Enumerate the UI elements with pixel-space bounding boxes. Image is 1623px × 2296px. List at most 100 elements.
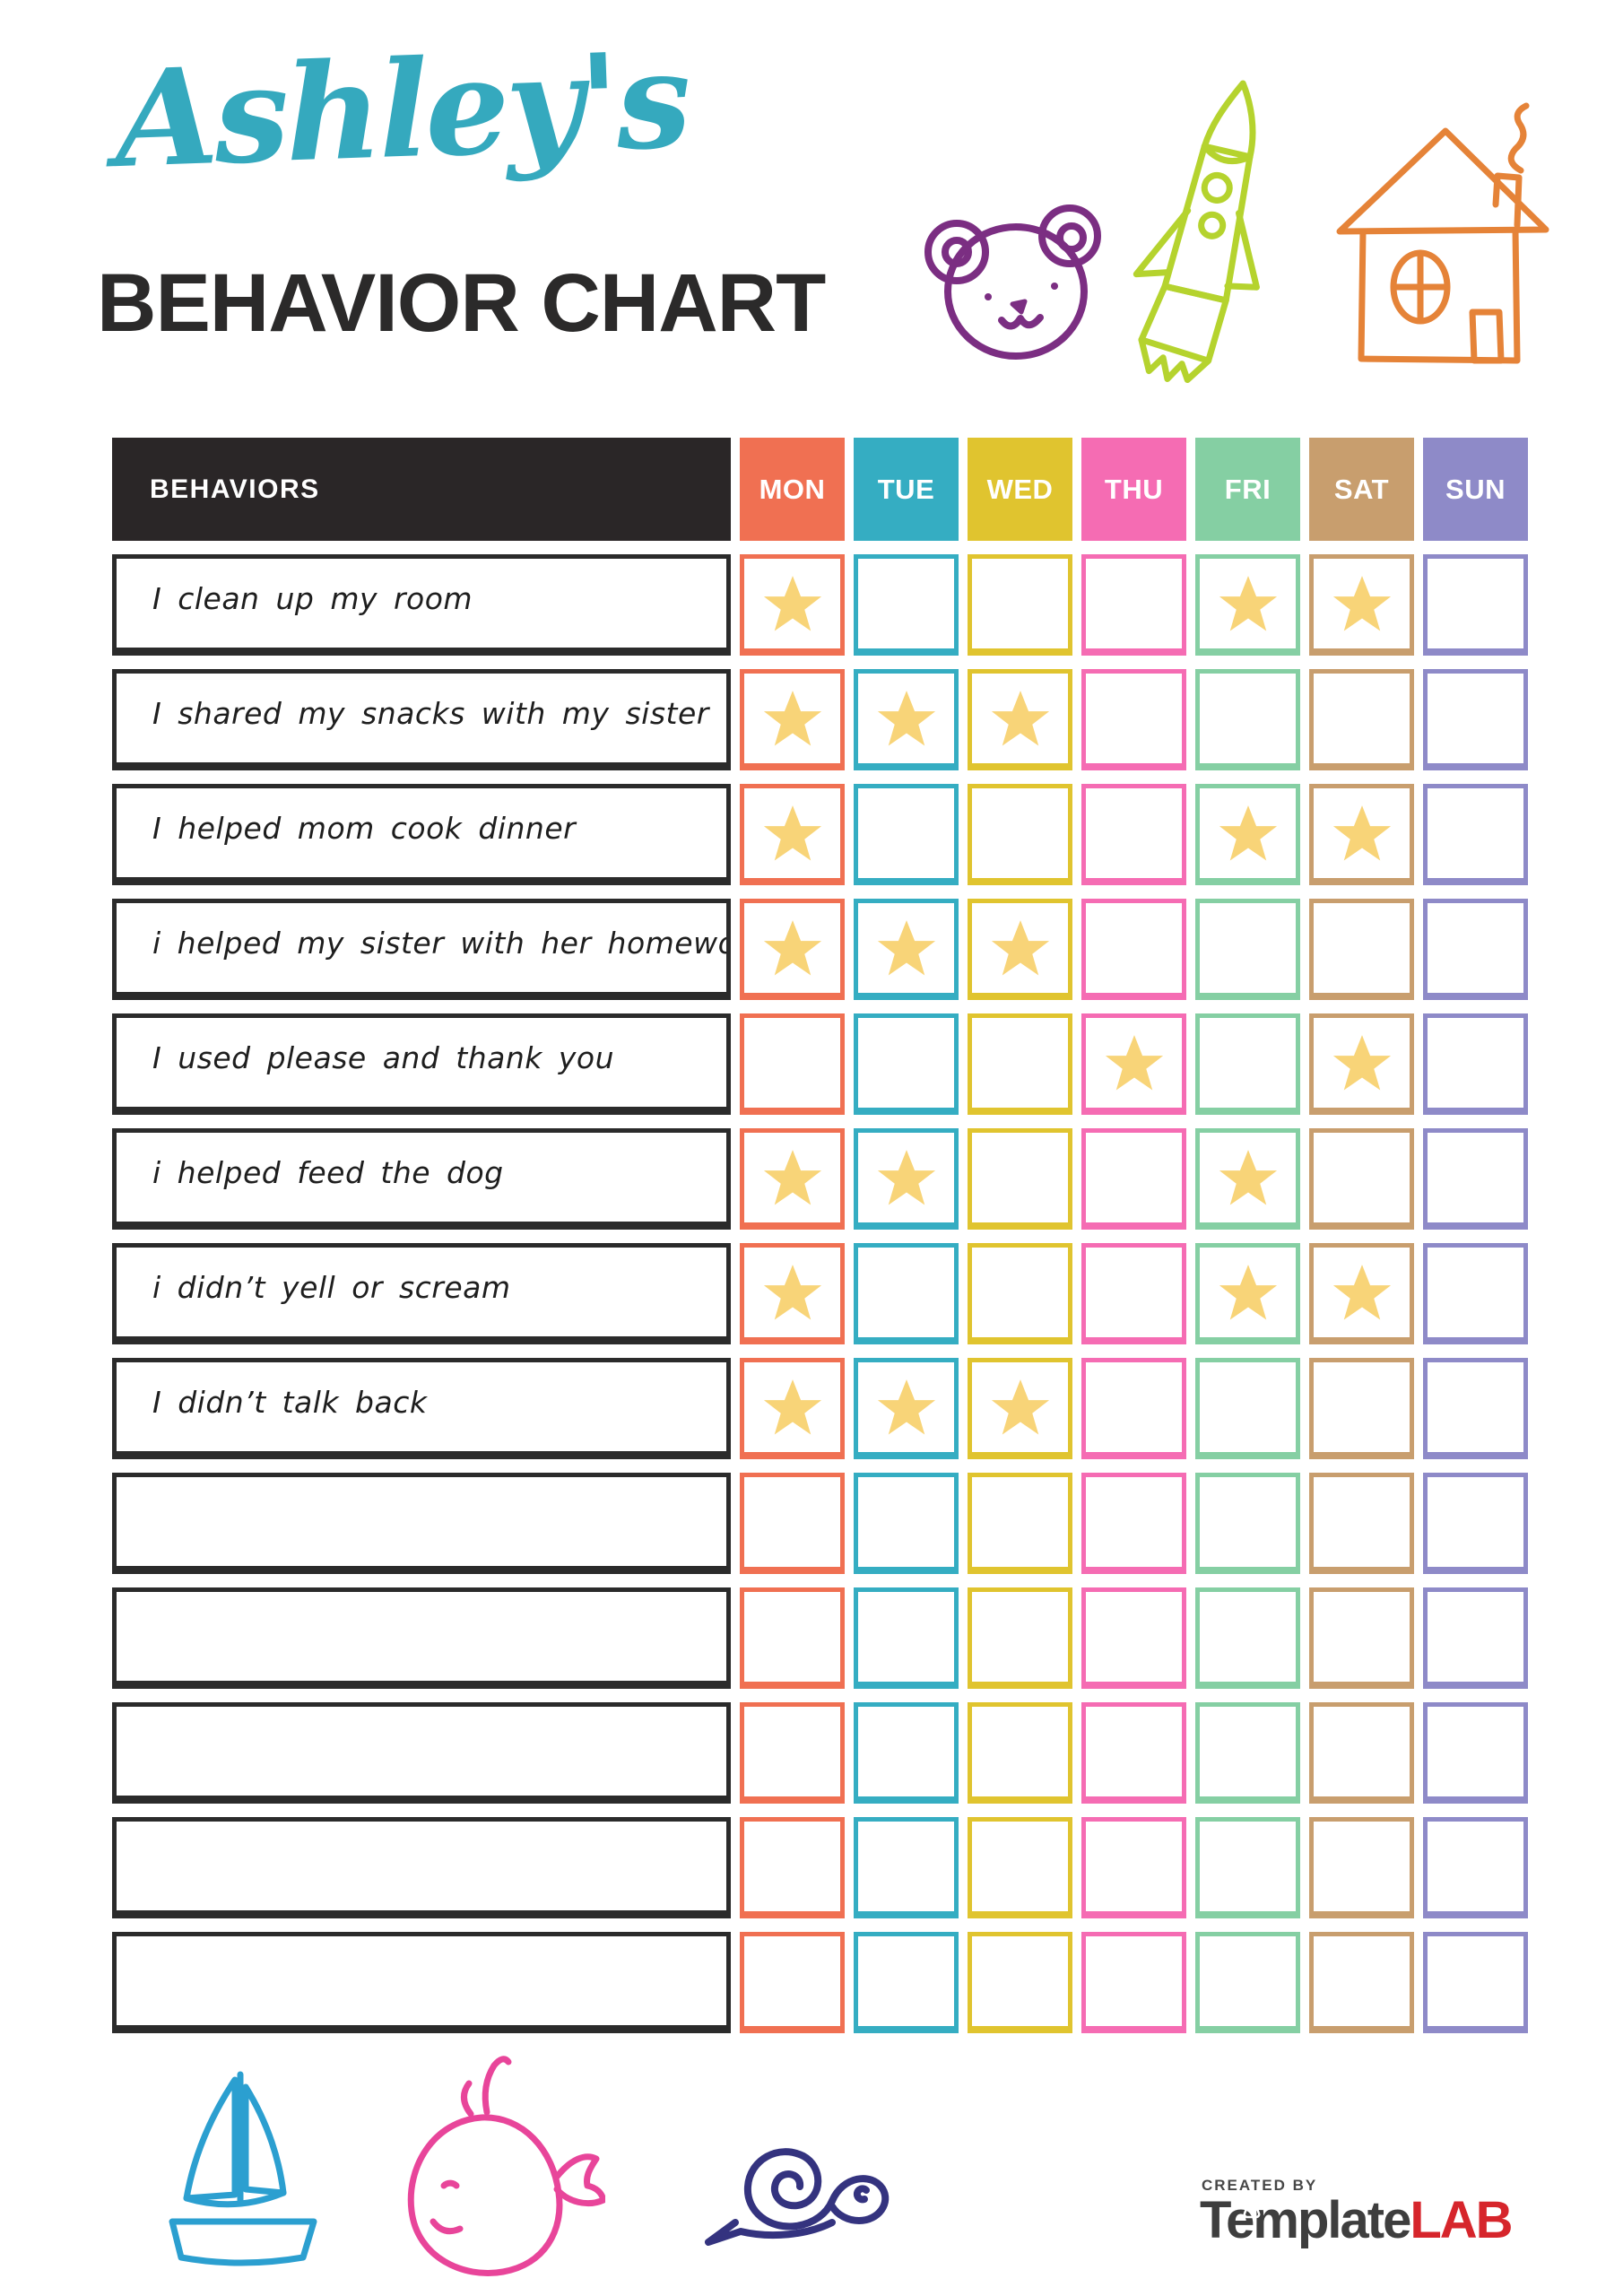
behavior-label-cell[interactable] xyxy=(112,1702,731,1804)
day-cell-tue-row2[interactable] xyxy=(854,669,959,770)
day-cell-wed-row11[interactable] xyxy=(968,1702,1072,1804)
day-cell-thu-row5[interactable] xyxy=(1081,1013,1186,1115)
day-cell-fri-row4[interactable] xyxy=(1195,899,1300,1000)
day-cell-mon-row2[interactable] xyxy=(740,669,845,770)
day-cell-fri-row1[interactable] xyxy=(1195,554,1300,656)
day-cell-sat-row13[interactable] xyxy=(1309,1932,1414,2033)
day-cell-wed-row10[interactable] xyxy=(968,1587,1072,1689)
behavior-label-cell[interactable]: I used please and thank you xyxy=(112,1013,731,1115)
day-cell-sat-row3[interactable] xyxy=(1309,784,1414,885)
day-cell-sun-row8[interactable] xyxy=(1423,1358,1528,1459)
day-cell-thu-row12[interactable] xyxy=(1081,1817,1186,1918)
behavior-label-cell[interactable]: I helped mom cook dinner xyxy=(112,784,731,885)
behavior-label-cell[interactable]: i helped feed the dog xyxy=(112,1128,731,1230)
day-cell-tue-row7[interactable] xyxy=(854,1243,959,1344)
day-cell-tue-row5[interactable] xyxy=(854,1013,959,1115)
day-cell-thu-row13[interactable] xyxy=(1081,1932,1186,2033)
day-cell-mon-row9[interactable] xyxy=(740,1473,845,1574)
day-cell-sun-row12[interactable] xyxy=(1423,1817,1528,1918)
day-cell-mon-row8[interactable] xyxy=(740,1358,845,1459)
day-cell-thu-row7[interactable] xyxy=(1081,1243,1186,1344)
day-cell-wed-row8[interactable] xyxy=(968,1358,1072,1459)
day-cell-sun-row2[interactable] xyxy=(1423,669,1528,770)
behavior-label-cell[interactable] xyxy=(112,1587,731,1689)
day-cell-sat-row8[interactable] xyxy=(1309,1358,1414,1459)
behavior-label-cell[interactable] xyxy=(112,1473,731,1574)
day-cell-tue-row1[interactable] xyxy=(854,554,959,656)
day-cell-mon-row4[interactable] xyxy=(740,899,845,1000)
day-cell-thu-row9[interactable] xyxy=(1081,1473,1186,1574)
day-cell-sun-row7[interactable] xyxy=(1423,1243,1528,1344)
day-cell-fri-row10[interactable] xyxy=(1195,1587,1300,1689)
day-cell-mon-row3[interactable] xyxy=(740,784,845,885)
day-cell-tue-row8[interactable] xyxy=(854,1358,959,1459)
day-cell-sat-row5[interactable] xyxy=(1309,1013,1414,1115)
day-cell-sat-row7[interactable] xyxy=(1309,1243,1414,1344)
day-cell-sun-row3[interactable] xyxy=(1423,784,1528,885)
day-cell-wed-row1[interactable] xyxy=(968,554,1072,656)
behavior-label-cell[interactable]: I shared my snacks with my sister xyxy=(112,669,731,770)
behavior-label-cell[interactable] xyxy=(112,1817,731,1918)
day-cell-wed-row7[interactable] xyxy=(968,1243,1072,1344)
behavior-label-cell[interactable] xyxy=(112,1932,731,2033)
day-cell-mon-row5[interactable] xyxy=(740,1013,845,1115)
day-cell-sun-row1[interactable] xyxy=(1423,554,1528,656)
day-cell-fri-row3[interactable] xyxy=(1195,784,1300,885)
day-cell-mon-row13[interactable] xyxy=(740,1932,845,2033)
day-cell-tue-row11[interactable] xyxy=(854,1702,959,1804)
day-cell-thu-row3[interactable] xyxy=(1081,784,1186,885)
day-cell-sun-row13[interactable] xyxy=(1423,1932,1528,2033)
day-cell-sun-row5[interactable] xyxy=(1423,1013,1528,1115)
day-cell-mon-row1[interactable] xyxy=(740,554,845,656)
day-cell-sat-row9[interactable] xyxy=(1309,1473,1414,1574)
day-cell-mon-row11[interactable] xyxy=(740,1702,845,1804)
day-cell-tue-row10[interactable] xyxy=(854,1587,959,1689)
day-cell-fri-row11[interactable] xyxy=(1195,1702,1300,1804)
behavior-label-cell[interactable]: I clean up my room xyxy=(112,554,731,656)
day-cell-wed-row3[interactable] xyxy=(968,784,1072,885)
day-cell-tue-row3[interactable] xyxy=(854,784,959,885)
day-cell-thu-row10[interactable] xyxy=(1081,1587,1186,1689)
day-cell-tue-row13[interactable] xyxy=(854,1932,959,2033)
day-cell-thu-row2[interactable] xyxy=(1081,669,1186,770)
day-cell-wed-row5[interactable] xyxy=(968,1013,1072,1115)
day-cell-mon-row6[interactable] xyxy=(740,1128,845,1230)
day-cell-sat-row4[interactable] xyxy=(1309,899,1414,1000)
day-cell-fri-row9[interactable] xyxy=(1195,1473,1300,1574)
day-cell-sat-row11[interactable] xyxy=(1309,1702,1414,1804)
day-cell-tue-row4[interactable] xyxy=(854,899,959,1000)
day-cell-fri-row2[interactable] xyxy=(1195,669,1300,770)
day-cell-sun-row10[interactable] xyxy=(1423,1587,1528,1689)
day-cell-sun-row11[interactable] xyxy=(1423,1702,1528,1804)
day-cell-sun-row6[interactable] xyxy=(1423,1128,1528,1230)
day-cell-sat-row6[interactable] xyxy=(1309,1128,1414,1230)
day-cell-wed-row9[interactable] xyxy=(968,1473,1072,1574)
day-cell-thu-row6[interactable] xyxy=(1081,1128,1186,1230)
day-cell-sun-row9[interactable] xyxy=(1423,1473,1528,1574)
day-cell-sun-row4[interactable] xyxy=(1423,899,1528,1000)
day-cell-sat-row12[interactable] xyxy=(1309,1817,1414,1918)
day-cell-tue-row12[interactable] xyxy=(854,1817,959,1918)
behavior-label-cell[interactable]: I didn’t talk back xyxy=(112,1358,731,1459)
day-cell-fri-row7[interactable] xyxy=(1195,1243,1300,1344)
day-cell-mon-row10[interactable] xyxy=(740,1587,845,1689)
day-cell-thu-row1[interactable] xyxy=(1081,554,1186,656)
day-cell-sat-row10[interactable] xyxy=(1309,1587,1414,1689)
day-cell-wed-row6[interactable] xyxy=(968,1128,1072,1230)
day-cell-wed-row12[interactable] xyxy=(968,1817,1072,1918)
day-cell-fri-row6[interactable] xyxy=(1195,1128,1300,1230)
day-cell-thu-row8[interactable] xyxy=(1081,1358,1186,1459)
day-cell-tue-row9[interactable] xyxy=(854,1473,959,1574)
day-cell-mon-row12[interactable] xyxy=(740,1817,845,1918)
day-cell-mon-row7[interactable] xyxy=(740,1243,845,1344)
day-cell-sat-row1[interactable] xyxy=(1309,554,1414,656)
day-cell-sat-row2[interactable] xyxy=(1309,669,1414,770)
day-cell-wed-row13[interactable] xyxy=(968,1932,1072,2033)
day-cell-thu-row11[interactable] xyxy=(1081,1702,1186,1804)
day-cell-wed-row4[interactable] xyxy=(968,899,1072,1000)
day-cell-fri-row12[interactable] xyxy=(1195,1817,1300,1918)
day-cell-thu-row4[interactable] xyxy=(1081,899,1186,1000)
behavior-label-cell[interactable]: i didn’t yell or scream xyxy=(112,1243,731,1344)
day-cell-fri-row5[interactable] xyxy=(1195,1013,1300,1115)
day-cell-fri-row13[interactable] xyxy=(1195,1932,1300,2033)
